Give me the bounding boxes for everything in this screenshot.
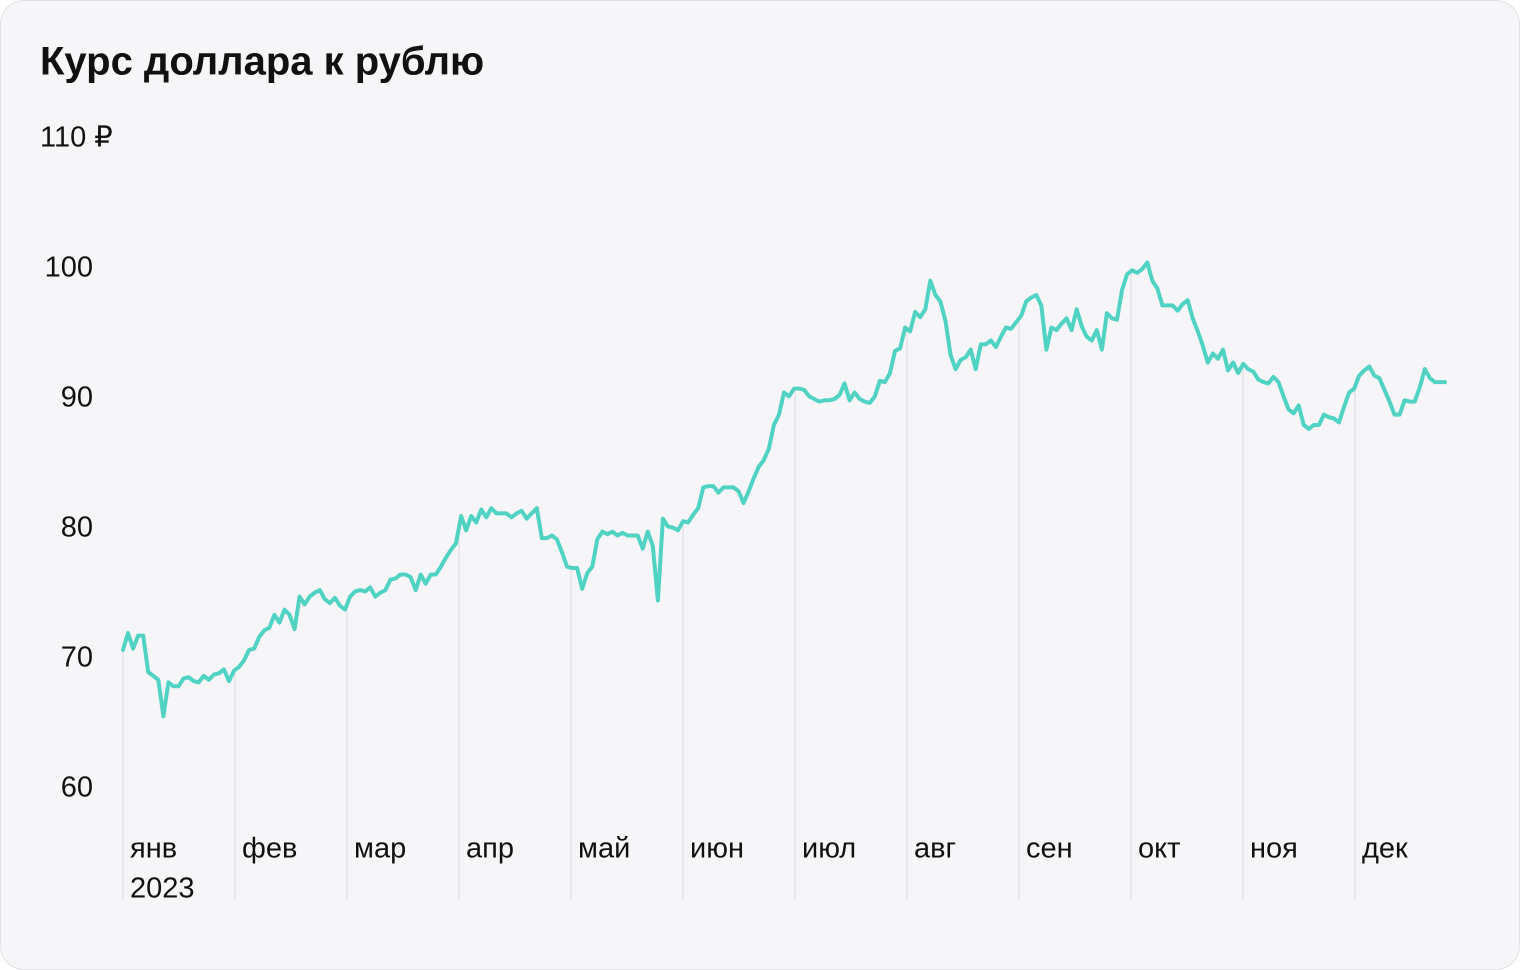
y-tick-label: 60 xyxy=(61,772,93,804)
x-tick-label: мар xyxy=(354,833,406,865)
y-tick-label: 110 ₽ xyxy=(40,122,113,154)
y-tick-label: 80 xyxy=(61,512,93,544)
x-tick-label: дек xyxy=(1362,833,1408,865)
year-label: 2023 xyxy=(130,873,195,905)
x-tick-label: май xyxy=(578,833,630,865)
x-tick-label: фев xyxy=(242,833,297,865)
x-tick-label: янв xyxy=(130,833,177,865)
data-line xyxy=(121,260,1447,719)
x-tick-label: июн xyxy=(690,833,744,865)
x-tick-label: июл xyxy=(802,833,856,865)
x-tick-label: апр xyxy=(466,833,514,865)
y-tick-label: 70 xyxy=(61,642,93,674)
y-tick-label: 100 xyxy=(45,252,93,284)
x-tick-label: окт xyxy=(1138,833,1180,865)
x-tick-label: авг xyxy=(914,833,956,865)
x-tick-label: ноя xyxy=(1250,833,1298,865)
chart-title: Курс доллара к рублю xyxy=(40,40,484,84)
y-tick-label: 90 xyxy=(61,382,93,414)
x-tick-label: сен xyxy=(1026,833,1073,865)
